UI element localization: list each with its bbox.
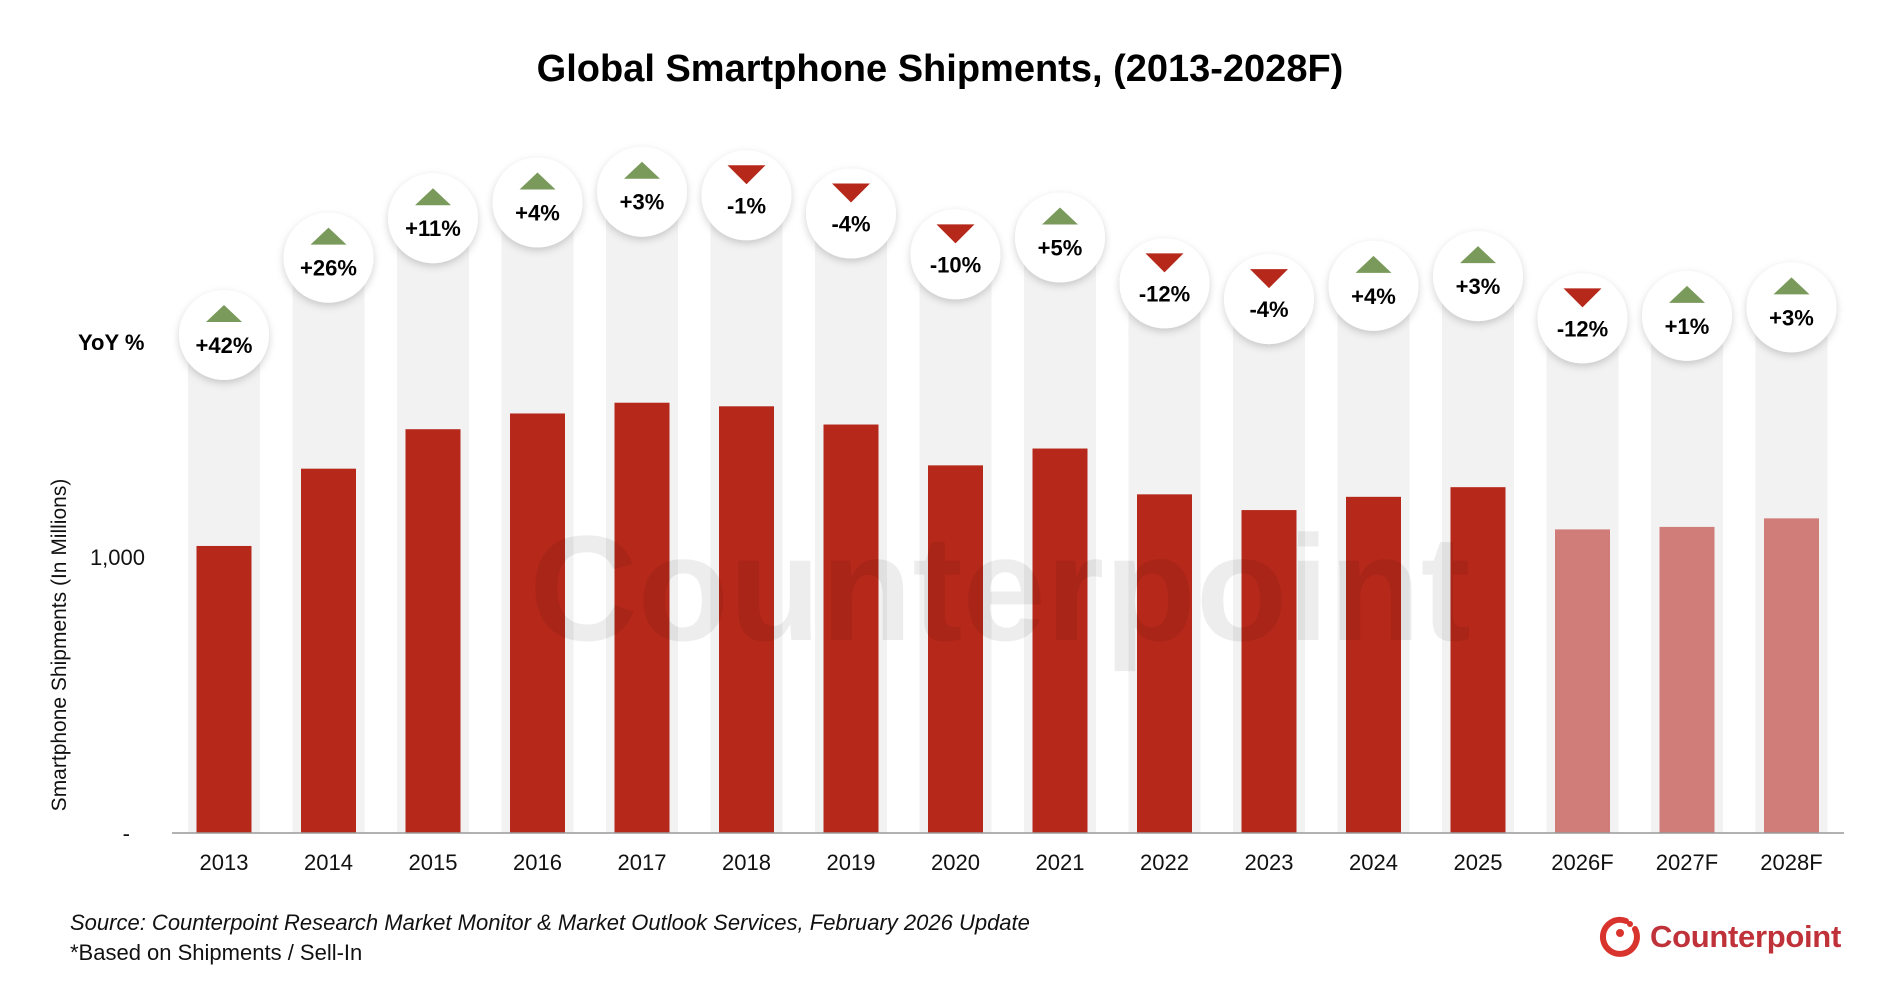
source-note: Source: Counterpoint Research Market Mon… [70,910,1030,935]
x-tick-label: 2025 [1454,850,1503,875]
up-triangle-icon [1460,246,1496,264]
bar-2028F [1764,518,1819,833]
yoy-bubble [492,157,583,248]
yoy-bubble [1746,262,1837,353]
yoy-bubble [910,209,1001,300]
x-tick-label: 2028F [1760,850,1822,875]
yoy-value: -1% [727,193,766,218]
yoy-value: +3% [1769,305,1814,330]
yoy-value: +3% [620,190,665,215]
x-tick-label: 2013 [200,850,249,875]
x-tick-label: 2019 [827,850,876,875]
yoy-value: -4% [831,212,870,237]
yoy-bubble [1433,231,1523,322]
bar-2025 [1450,487,1506,833]
yoy-bubble [1328,240,1419,331]
yoy-value: +5% [1038,236,1083,261]
up-triangle-icon [1355,255,1392,273]
yoy-bubble [1015,192,1105,283]
x-tick-label: 2017 [618,850,667,875]
yoy-value: +42% [196,333,253,358]
bar-2015 [405,429,461,833]
bar-2024 [1346,496,1401,833]
down-triangle-icon [936,224,975,244]
bar-2019 [823,424,879,833]
yoy-value: +26% [300,256,357,281]
y-tick-label: - [123,821,130,846]
x-tick-label: 2015 [409,850,458,875]
down-triangle-icon [1250,269,1288,289]
yoy-value: -4% [1249,297,1288,322]
yoy-bubble [1642,270,1732,361]
yoy-bubble [1224,254,1314,345]
up-triangle-icon [1669,285,1705,303]
up-triangle-icon [206,304,242,322]
yoy-value: +4% [1351,284,1396,309]
up-triangle-icon [310,227,347,245]
x-tick-label: 2018 [722,850,771,875]
yoy-bubble [283,212,374,303]
yoy-value: +1% [1665,314,1710,339]
x-tick-label: 2027F [1656,850,1718,875]
up-triangle-icon [1042,207,1078,225]
yoy-value: -10% [930,252,981,277]
yoy-value: -12% [1139,281,1190,306]
bar-2017 [614,402,670,833]
down-triangle-icon [1145,253,1184,273]
yoy-bubble [1119,238,1210,329]
yoy-bubble [179,289,269,380]
watermark: Counterpoint [529,504,1470,672]
bar-2021 [1032,448,1088,833]
bar-2027F [1659,526,1715,833]
x-tick-label: 2026F [1551,850,1613,875]
x-tick-label: 2022 [1140,850,1189,875]
bar-2018 [719,406,774,833]
yoy-label: YoY % [78,330,145,355]
x-tick-label: 2021 [1036,850,1085,875]
yoy-bubble [701,150,792,241]
y-tick-label: 1,000 [90,545,145,570]
bar-2026F [1555,529,1610,833]
x-tick-label: 2014 [304,850,353,875]
down-triangle-icon [832,183,870,203]
yoy-bubble [388,173,478,264]
footnote: *Based on Shipments / Sell-In [70,940,363,965]
bar-2014 [301,468,356,833]
counterpoint-logo: Counterpoint [1598,915,1841,959]
yoy-value: -12% [1557,316,1608,341]
up-triangle-icon [1773,277,1810,295]
x-tick-label: 2016 [513,850,562,875]
x-tick-label: 2020 [931,850,980,875]
down-triangle-icon [727,165,766,185]
yoy-value: +11% [405,216,461,241]
bar-2022 [1137,494,1192,833]
bar-2023 [1241,510,1297,833]
y-axis-label: Smartphone Shipments (In Millions) [48,479,71,812]
chart-title: Global Smartphone Shipments, (2013-2028F… [536,48,1344,90]
bar-2020 [928,465,983,833]
x-tick-label: 2023 [1245,850,1294,875]
down-triangle-icon [1563,288,1602,308]
yoy-value: +4% [515,200,560,225]
yoy-bubble [806,168,896,259]
logo-text: Counterpoint [1650,919,1841,954]
up-triangle-icon [519,172,556,190]
x-tick-label: 2024 [1349,850,1398,875]
up-triangle-icon [415,188,451,206]
bar-2016 [510,413,565,833]
counterpoint-logo-icon [1599,916,1640,957]
bar-2013 [196,545,252,833]
up-triangle-icon [624,161,660,179]
yoy-bubble [1537,273,1628,364]
yoy-value: +3% [1456,274,1501,299]
yoy-bubble [597,146,687,237]
